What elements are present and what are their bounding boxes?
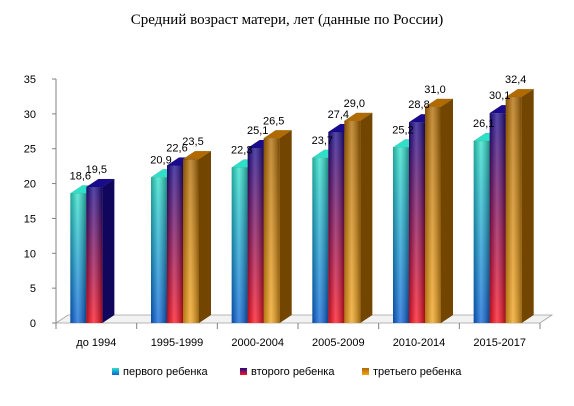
bar [182, 150, 212, 323]
legend-item: второго ребенка [240, 366, 335, 378]
bar-side [279, 130, 292, 323]
data-label: 26,1 [473, 118, 494, 130]
legend-label: третьего ребенка [373, 366, 462, 378]
y-tick-label: 0 [30, 318, 36, 330]
bar-side-shade [199, 151, 211, 323]
data-label: 26,5 [263, 115, 284, 127]
x-tick-label: 2015-2017 [473, 337, 526, 349]
data-label: 22,3 [231, 145, 252, 157]
bar-side [441, 98, 453, 323]
y-tick-label: 5 [30, 283, 36, 295]
bar [343, 112, 374, 323]
bar-top [182, 150, 212, 160]
bar-top [262, 130, 293, 139]
bar-top [504, 88, 535, 98]
bar-side [360, 112, 373, 323]
bar-front-shine [167, 165, 183, 323]
data-label: 32,4 [505, 74, 526, 86]
bar-top [343, 112, 374, 122]
legend-swatch [240, 368, 247, 375]
bar-front-shine [393, 147, 409, 323]
data-label: 23,5 [182, 136, 203, 148]
bar-front-shine [425, 106, 441, 323]
data-label: 20,9 [150, 154, 171, 166]
bar-front-shine [263, 138, 280, 323]
bar-front-shine [328, 131, 345, 323]
bar-front-shine [183, 159, 199, 323]
bar-side-shade [521, 89, 534, 323]
data-label: 31,0 [424, 84, 445, 96]
legend-item: первого ребенка [112, 366, 209, 378]
data-label: 19,5 [86, 164, 107, 176]
bar-side [199, 151, 211, 323]
y-tick-label: 20 [24, 179, 36, 191]
bar-front-shine [409, 122, 425, 323]
legend-swatch [112, 368, 119, 375]
bar-side-shade [102, 179, 115, 323]
bar-front-shine [312, 157, 329, 323]
bars [69, 88, 535, 324]
data-label: 29,0 [344, 98, 365, 110]
bar-side-shade [360, 112, 373, 323]
bar [262, 130, 293, 323]
data-label: 25,2 [392, 124, 413, 136]
bar [424, 98, 454, 323]
bar-side-shade [279, 130, 292, 323]
bar-top [424, 98, 454, 108]
bar-front-shine [70, 193, 87, 323]
data-label: 28,8 [408, 99, 429, 111]
bar-front-shine [505, 97, 522, 323]
bar-front-shine [231, 167, 248, 323]
chart-title: Средний возраст матери, лет (данные по Р… [131, 12, 444, 28]
data-label: 30,1 [489, 90, 510, 102]
bar-front-shine [247, 148, 264, 323]
data-label: 23,7 [312, 135, 333, 147]
x-tick-label: до 1994 [76, 337, 116, 349]
legend-swatch [362, 368, 369, 375]
legend: первого ребенка второго ребенка третьего р… [112, 366, 462, 378]
x-tick-label: 2010-2014 [393, 337, 446, 349]
y-tick-label: 10 [24, 248, 36, 260]
legend-label: второго ребенка [251, 366, 335, 378]
bar-side-shade [441, 98, 453, 323]
x-tick-label: 2000-2004 [231, 337, 284, 349]
data-label: 27,4 [328, 109, 349, 121]
y-tick-label: 30 [24, 109, 36, 121]
bar [85, 178, 116, 323]
data-label: 18,6 [70, 170, 91, 182]
bar-front-shine [489, 113, 506, 323]
y-tick-label: 35 [24, 74, 36, 86]
x-tick-label: 1995-1999 [151, 337, 204, 349]
legend-label: первого ребенка [123, 366, 209, 378]
data-label: 22,6 [166, 142, 187, 154]
y-tick-label: 25 [24, 144, 36, 156]
bar-front-shine [86, 187, 103, 323]
bar-side [102, 179, 115, 323]
bar-side [521, 89, 534, 323]
y-tick-label: 15 [24, 213, 36, 225]
bar-front-shine [344, 120, 361, 323]
bar-front-shine [151, 177, 167, 323]
x-tick-label: 2005-2009 [312, 337, 365, 349]
bar-front-shine [473, 141, 490, 323]
data-label: 25,1 [247, 125, 268, 137]
bar-top [85, 178, 116, 188]
legend-item: третьего ребенка [362, 366, 462, 378]
bar [504, 88, 535, 323]
data-labels: 18,619,5 20,922,623,5 22,3 25,126,5 23,7 27,4… [70, 74, 527, 182]
